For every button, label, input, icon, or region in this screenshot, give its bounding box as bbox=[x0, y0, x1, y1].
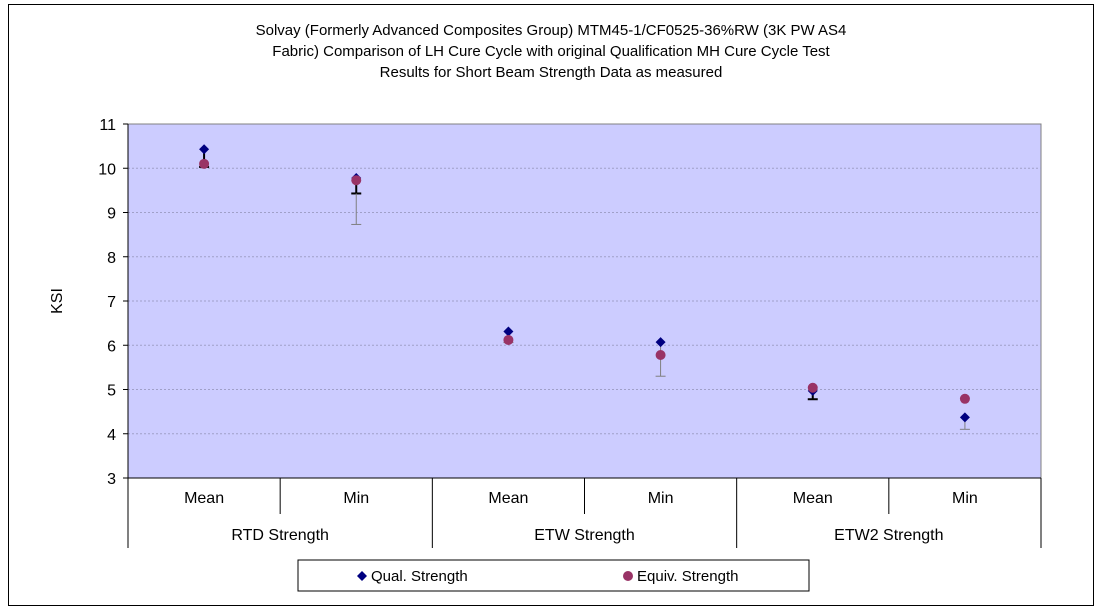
x-category-label: Mean bbox=[488, 490, 528, 507]
equiv-strength-point bbox=[199, 158, 210, 169]
x-group-label: ETW2 Strength bbox=[834, 527, 943, 544]
equiv-strength-point bbox=[959, 393, 970, 404]
y-tick-label: 8 bbox=[107, 250, 116, 267]
equiv-strength-point bbox=[351, 175, 362, 186]
qual-strength-point bbox=[199, 144, 210, 155]
qual-strength-point bbox=[959, 412, 970, 423]
legend-equiv-marker bbox=[623, 571, 633, 581]
chart-title-line-2: Fabric) Comparison of LH Cure Cycle with… bbox=[272, 43, 830, 60]
equiv-strength-point bbox=[503, 334, 514, 345]
x-category-label: Min bbox=[952, 490, 978, 507]
y-tick-label: 10 bbox=[98, 161, 116, 178]
legend-qual-label: Qual. Strength bbox=[371, 568, 468, 585]
y-tick-label: 5 bbox=[107, 383, 116, 400]
qual-strength-point bbox=[655, 337, 666, 348]
chart-title-line-1: Solvay (Formerly Advanced Composites Gro… bbox=[255, 22, 847, 39]
chart-title-line-3: Results for Short Beam Strength Data as … bbox=[379, 64, 723, 81]
chart-frame bbox=[8, 4, 1094, 606]
x-category-label: Min bbox=[343, 490, 369, 507]
legend-equiv-label: Equiv. Strength bbox=[637, 568, 738, 585]
legend-qual-marker bbox=[357, 571, 367, 581]
y-tick-label: 11 bbox=[99, 117, 116, 134]
y-tick-label: 7 bbox=[107, 294, 116, 311]
legend-box bbox=[297, 559, 810, 592]
equiv-strength-point bbox=[655, 349, 666, 360]
y-tick-label: 3 bbox=[107, 471, 116, 488]
x-group-label: ETW Strength bbox=[534, 527, 634, 544]
x-group-label: RTD Strength bbox=[231, 527, 329, 544]
y-tick-label: 4 bbox=[107, 427, 116, 444]
x-category-label: Min bbox=[648, 490, 674, 507]
equiv-strength-point bbox=[807, 382, 818, 393]
chart-title: Solvay (Formerly Advanced Composites Gro… bbox=[0, 20, 1102, 83]
qual-strength-point bbox=[503, 326, 514, 337]
x-category-label: Mean bbox=[793, 490, 833, 507]
y-tick-label: 6 bbox=[107, 338, 116, 355]
x-category-label: Mean bbox=[184, 490, 224, 507]
y-axis-title: KSI bbox=[49, 288, 66, 314]
y-tick-label: 9 bbox=[107, 206, 116, 223]
